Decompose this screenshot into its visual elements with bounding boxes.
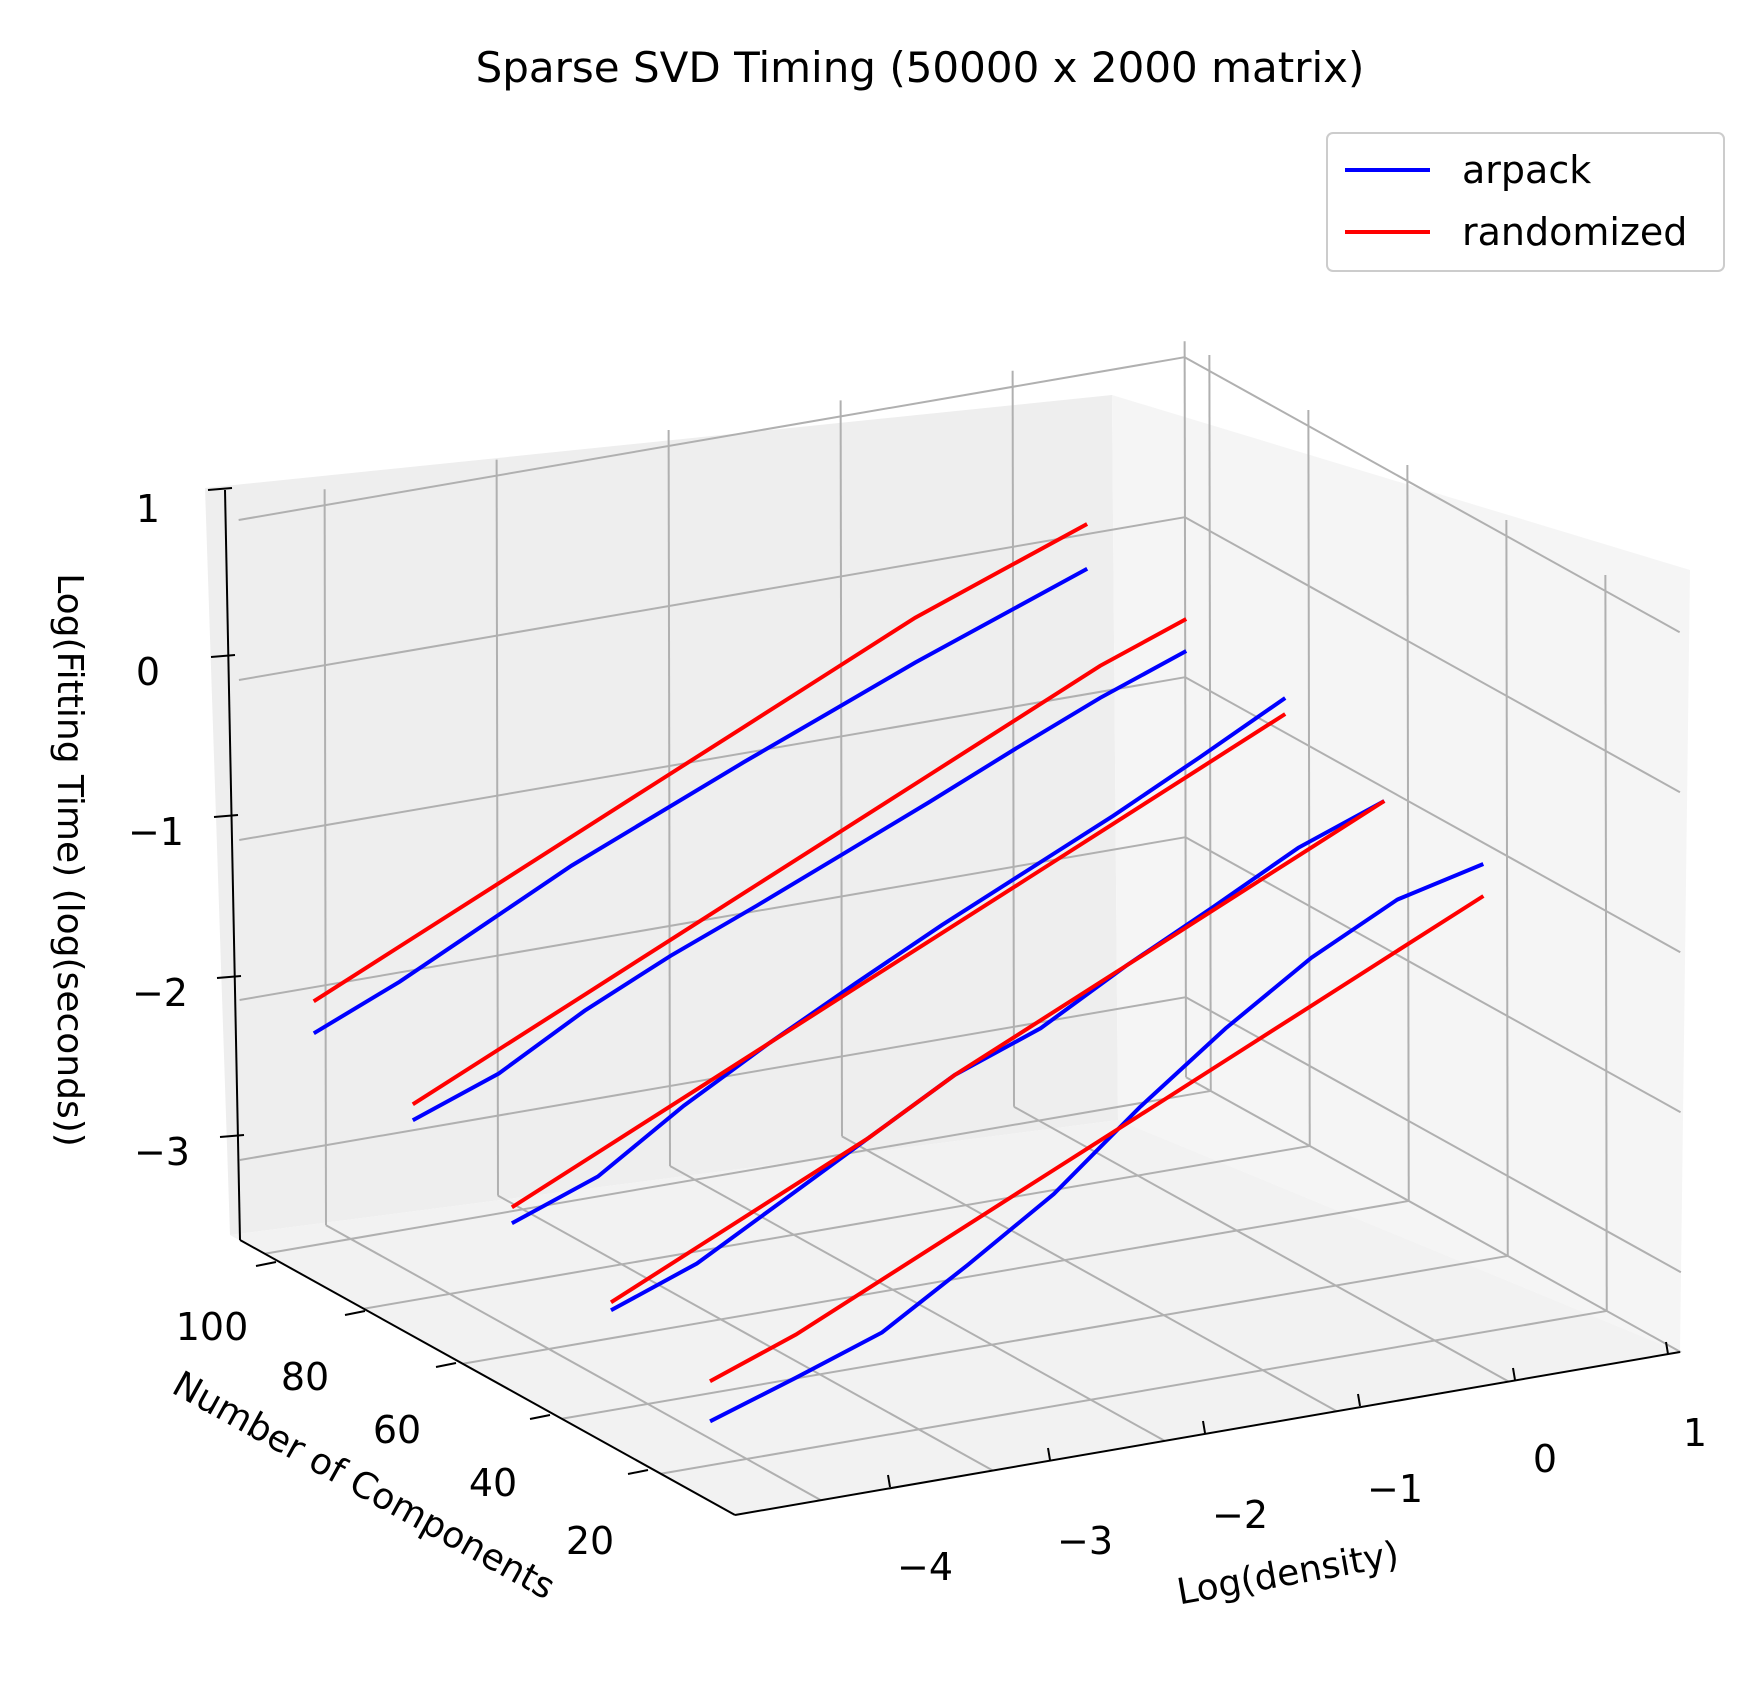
grid-line-side-z <box>1185 996 1682 1274</box>
z-tick-label-1: 1 <box>136 487 160 531</box>
y-tick-20 <box>627 1469 649 1475</box>
series-line-arpack-30 <box>610 799 1386 1313</box>
x-axis-line <box>734 1351 1681 1516</box>
series-line-arpack-10 <box>709 862 1485 1424</box>
z-tick-m1 <box>213 814 239 818</box>
x-tick-m4 <box>887 1474 891 1488</box>
grid-line-side-y <box>1406 464 1410 1201</box>
chart-title: Sparse SVD Timing (50000 x 2000 matrix) <box>476 43 1365 92</box>
x-tick-label-m4: −4 <box>897 1545 953 1589</box>
y-tick-60 <box>435 1362 457 1368</box>
y-tick-label-20: 20 <box>566 1519 614 1563</box>
grid-line-side-z <box>1184 516 1681 794</box>
grid-line-side-y <box>1307 409 1311 1146</box>
y-tick-label-80: 80 <box>281 1355 329 1399</box>
y-tick-80 <box>344 1310 366 1316</box>
z-tick-label-0: 0 <box>136 650 160 694</box>
series-line-randomized-10 <box>709 894 1485 1384</box>
grid-line-side-z <box>1184 356 1681 634</box>
back-pane-left <box>205 395 1118 1235</box>
x-axis-label: Log(density) <box>1174 1534 1402 1613</box>
z-tick-m3 <box>219 1134 245 1138</box>
grid-line-floor-y <box>561 1254 1508 1420</box>
y-axis-line <box>239 1239 736 1516</box>
grid-line-side-y <box>1505 519 1509 1256</box>
grid-line-back-z <box>239 836 1186 1001</box>
grid-line-floor-x <box>1185 1076 1682 1354</box>
series-line-arpack-90 <box>312 567 1089 1036</box>
x-tick-label-m3: −3 <box>1057 1519 1113 1563</box>
grid-line-floor-y <box>264 1089 1211 1255</box>
legend-label-arpack: arpack <box>1462 148 1591 192</box>
grid <box>238 341 1682 1502</box>
series-line-randomized-30 <box>609 799 1386 1304</box>
grid-line-floor-y <box>462 1199 1409 1365</box>
y-tick-40 <box>529 1414 551 1420</box>
grid-line-floor-y <box>660 1309 1607 1475</box>
y-tick-label-100: 100 <box>176 1305 249 1349</box>
y-tick-label-40: 40 <box>469 1461 517 1505</box>
z-tick-label-m2: −2 <box>132 971 188 1015</box>
grid-line-back-x <box>323 489 327 1226</box>
grid-line-side-z <box>1185 836 1682 1114</box>
z-tick-m2 <box>216 975 242 979</box>
legend: arpack randomized <box>1326 132 1725 272</box>
z-tick-label-m3: −3 <box>134 1130 190 1174</box>
series-line-randomized-70 <box>411 617 1188 1106</box>
series-layer <box>312 522 1485 1424</box>
grid-line-back-x <box>495 459 499 1196</box>
z-axis-label: Log(Fitting Time) (log(seconds)) <box>49 573 90 1147</box>
grid-line-back-x <box>1011 370 1015 1107</box>
legend-label-randomized: randomized <box>1462 210 1687 254</box>
x-tick-m1 <box>1357 1393 1361 1407</box>
series-line-arpack-70 <box>411 649 1188 1123</box>
grid-line-side-y <box>1208 354 1212 1091</box>
y-tick-100 <box>255 1261 277 1267</box>
grid-line-floor-x <box>325 1224 822 1502</box>
legend-box <box>1326 132 1725 272</box>
x-tick-label-1: 1 <box>1683 1411 1707 1455</box>
x-tick-1 <box>1665 1341 1669 1355</box>
grid-line-side-y <box>1604 574 1608 1311</box>
x-tick-label-0: 0 <box>1533 1437 1557 1481</box>
z-tick-label-m1: −1 <box>128 810 184 854</box>
axes <box>224 489 1681 1516</box>
series-line-arpack-50 <box>510 696 1287 1226</box>
z-tick-1 <box>207 487 233 491</box>
grid-line-back-z <box>238 356 1185 521</box>
x-tick-label-m2: −2 <box>1212 1493 1268 1537</box>
y-tick-label-60: 60 <box>373 1408 421 1452</box>
grid-line-back-x <box>667 429 671 1167</box>
floor-pane <box>230 1120 1680 1515</box>
x-tick-m2 <box>1202 1420 1206 1434</box>
grid-line-back-x <box>839 400 843 1137</box>
ticks: 1 0 −1 −2 −3 100 80 60 40 20 −4 −3 −2 −1… <box>128 487 1707 1589</box>
grid-line-back-z <box>239 676 1186 841</box>
axes-panes <box>205 395 1690 1515</box>
x-tick-label-m1: −1 <box>1367 1467 1423 1511</box>
grid-line-back-x <box>1183 341 1187 1078</box>
back-pane-right <box>1112 395 1690 1352</box>
z-tick-0 <box>210 654 236 658</box>
grid-line-floor-x <box>841 1135 1338 1413</box>
z-axis-line <box>224 489 241 1241</box>
series-line-randomized-90 <box>312 522 1089 1003</box>
grid-line-floor-y <box>363 1144 1310 1310</box>
series-line-randomized-50 <box>510 712 1287 1209</box>
grid-line-floor-x <box>497 1194 994 1472</box>
x-tick-m3 <box>1047 1447 1051 1461</box>
x-tick-0 <box>1512 1367 1516 1381</box>
grid-line-back-z <box>238 516 1186 681</box>
